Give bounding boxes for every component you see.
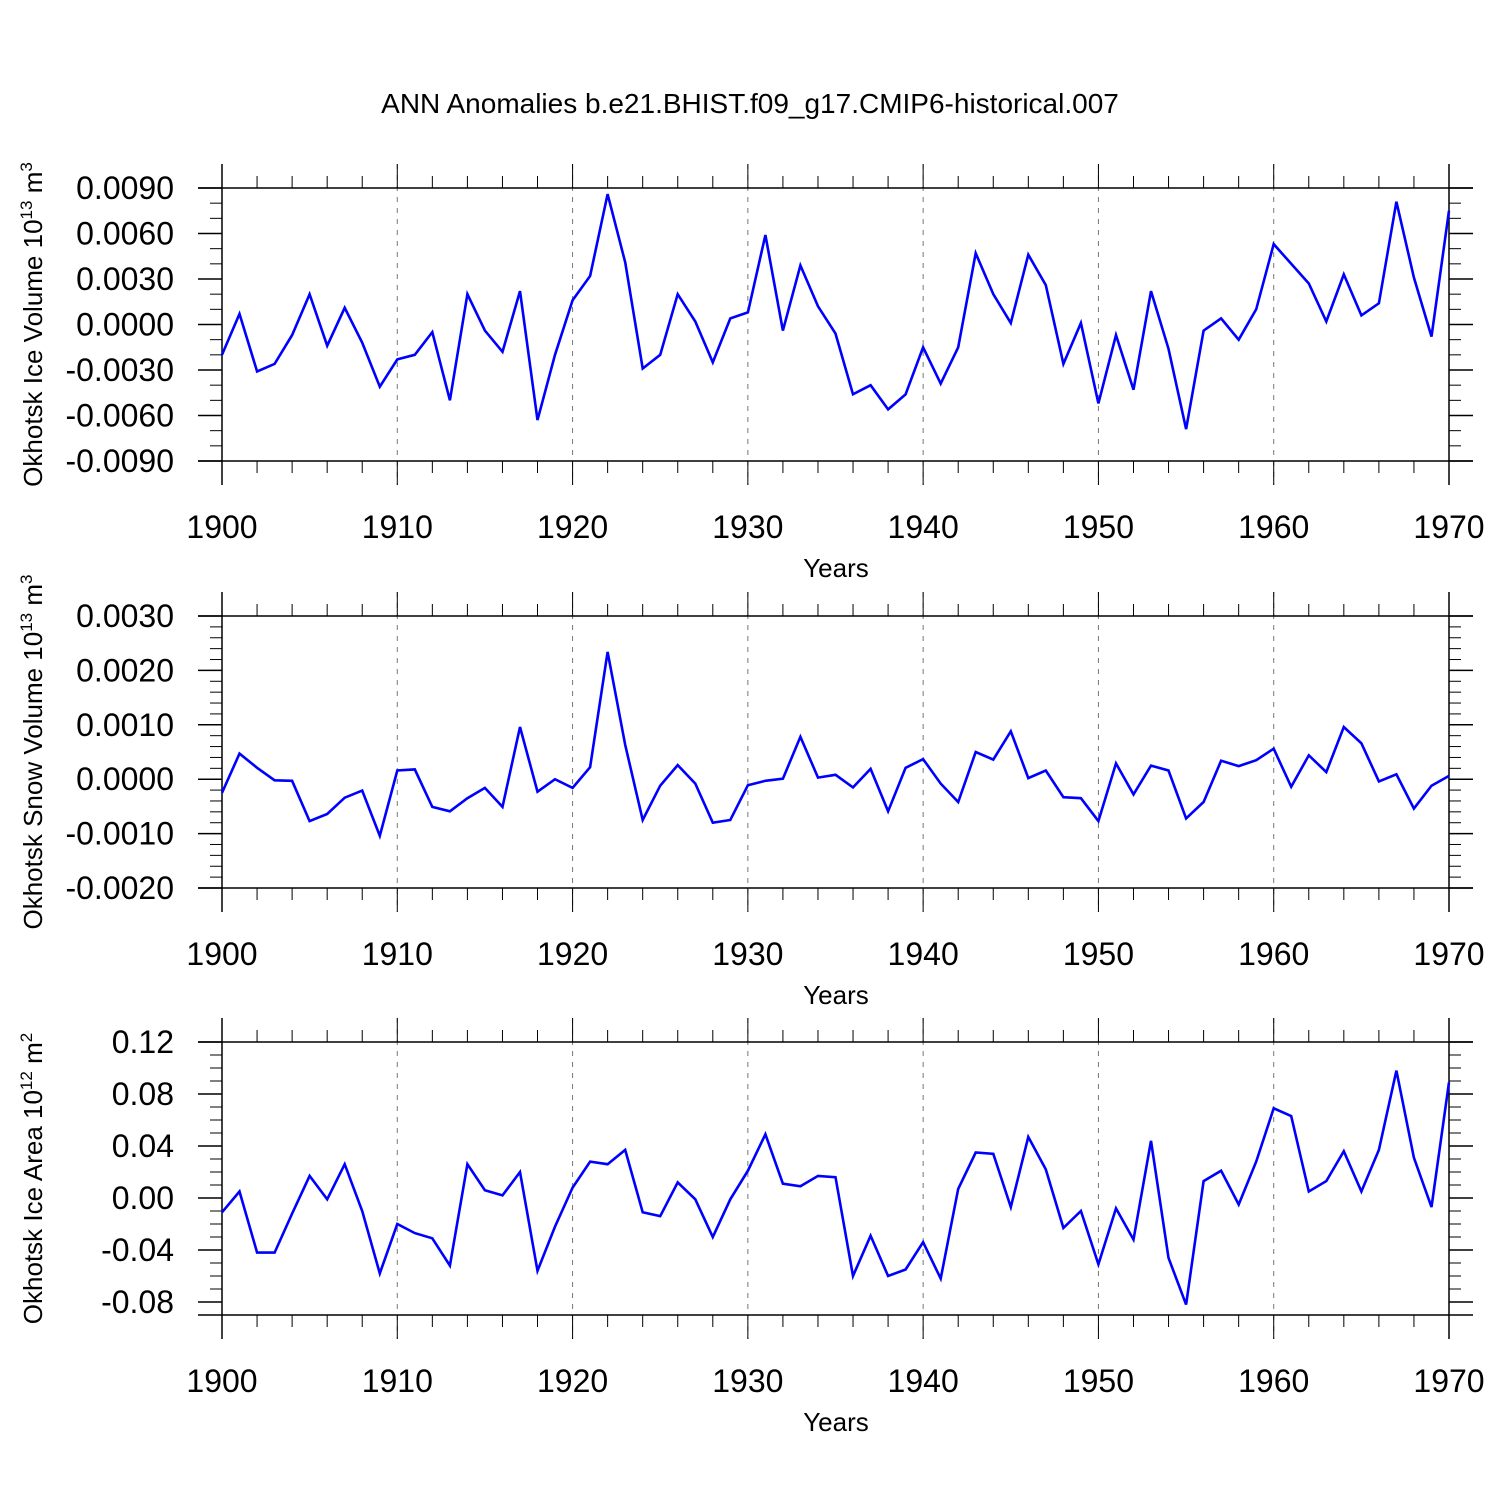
panels: 0.0090 0.0060 0.0030 0.0000 -0.0030 -0.0060 -0… <box>17 162 1485 1437</box>
chart-panel-1: 0.0090 0.0060 0.0030 0.0000 -0.0030 -0.0060 -0… <box>17 162 1485 583</box>
y-tick-label: 0.0020 <box>76 652 174 688</box>
y-tick-label: 0.0030 <box>76 598 174 634</box>
x-axis-title: Years <box>803 980 869 1010</box>
x-tick-label: 1910 <box>362 936 433 972</box>
x-tick-label: 1960 <box>1238 509 1309 545</box>
x-axis-title: Years <box>803 553 869 583</box>
y-axis-title-ylabel-unit-exp: 2 <box>17 1033 36 1042</box>
x-tick-label: 1920 <box>537 509 608 545</box>
chart-panel-2: 0.0030 0.0020 0.0010 0.0000 -0.0010 -0.0020 19… <box>17 575 1485 1011</box>
y-tick-label: 0.0000 <box>76 761 174 797</box>
y-axis-title: Okhotsk Ice Volume 1013 m3 <box>17 162 48 487</box>
x-tick-label: 1930 <box>712 509 783 545</box>
y-tick-label: 0.04 <box>112 1128 174 1164</box>
x-tick-label: 1900 <box>186 1363 257 1399</box>
x-tick-label: 1960 <box>1238 1363 1309 1399</box>
y-tick-label: 0.0010 <box>76 707 174 743</box>
x-tick-label: 1910 <box>362 509 433 545</box>
x-tick-label: 1940 <box>888 509 959 545</box>
x-tick-label: 1900 <box>186 509 257 545</box>
y-tick-label: -0.04 <box>101 1232 174 1268</box>
y-tick-label: -0.0010 <box>65 816 174 852</box>
x-tick-label: 1930 <box>712 936 783 972</box>
figure-title: ANN Anomalies b.e21.BHIST.f09_g17.CMIP6-… <box>381 88 1119 119</box>
y-axis-title-ylabel-unit: m <box>18 172 48 201</box>
y-tick-label: -0.08 <box>101 1284 174 1320</box>
series-line <box>221 1070 1451 1306</box>
y-tick-label: 0.12 <box>112 1024 174 1060</box>
y-axis-title-ylabel: Okhotsk Ice Volume 10 <box>18 219 48 486</box>
x-tick-label: 1930 <box>712 1363 783 1399</box>
y-tick-label: 0.00 <box>112 1180 174 1216</box>
y-axis-title-ylabel: Okhotsk Snow Volume 10 <box>18 632 48 930</box>
y-tick-label: -0.0030 <box>65 352 174 388</box>
y-axis-title-ylabel-unit: m <box>18 1042 48 1071</box>
series-line <box>220 651 1450 840</box>
y-axis-title-ylabel-exp: 13 <box>17 201 36 220</box>
y-tick-label: -0.0060 <box>65 398 174 434</box>
x-tick-label: 1910 <box>362 1363 433 1399</box>
y-axis-title-ylabel-unit-exp: 3 <box>17 575 36 584</box>
x-tick-label: 1960 <box>1238 936 1309 972</box>
x-tick-label: 1970 <box>1413 509 1484 545</box>
x-tick-label: 1920 <box>537 936 608 972</box>
y-axis-title-ylabel-unit-exp: 3 <box>17 162 36 171</box>
x-tick-label: 1950 <box>1063 509 1134 545</box>
y-tick-label: 0.0060 <box>76 216 174 252</box>
y-tick-label: 0.0090 <box>76 170 174 206</box>
y-tick-label: -0.0020 <box>65 870 174 906</box>
x-tick-label: 1970 <box>1413 936 1484 972</box>
x-tick-label: 1940 <box>888 936 959 972</box>
y-axis-title: Okhotsk Snow Volume 1013 m3 <box>17 575 48 930</box>
series-line <box>220 193 1451 430</box>
chart-panel-3: 0.12 0.08 0.04 0.00 -0.04 -0.08 1900 1910 1920 19… <box>17 1018 1485 1437</box>
y-tick-label: 0.0000 <box>76 307 174 343</box>
x-tick-label: 1920 <box>537 1363 608 1399</box>
y-axis-title-ylabel-exp: 13 <box>17 613 36 632</box>
y-tick-label: -0.0090 <box>65 443 174 479</box>
x-tick-label: 1940 <box>888 1363 959 1399</box>
x-tick-label: 1950 <box>1063 1363 1134 1399</box>
y-axis-title-ylabel: Okhotsk Ice Area 10 <box>18 1090 48 1324</box>
x-axis-title: Years <box>803 1407 869 1437</box>
y-axis-title: Okhotsk Ice Area 1012 m2 <box>17 1033 48 1324</box>
y-tick-label: 0.08 <box>112 1076 174 1112</box>
x-tick-label: 1900 <box>186 936 257 972</box>
y-axis-title-ylabel-exp: 12 <box>17 1071 36 1090</box>
y-axis-title-ylabel-unit: m <box>18 584 48 613</box>
y-tick-label: 0.0030 <box>76 261 174 297</box>
x-tick-label: 1970 <box>1413 1363 1484 1399</box>
x-tick-label: 1950 <box>1063 936 1134 972</box>
